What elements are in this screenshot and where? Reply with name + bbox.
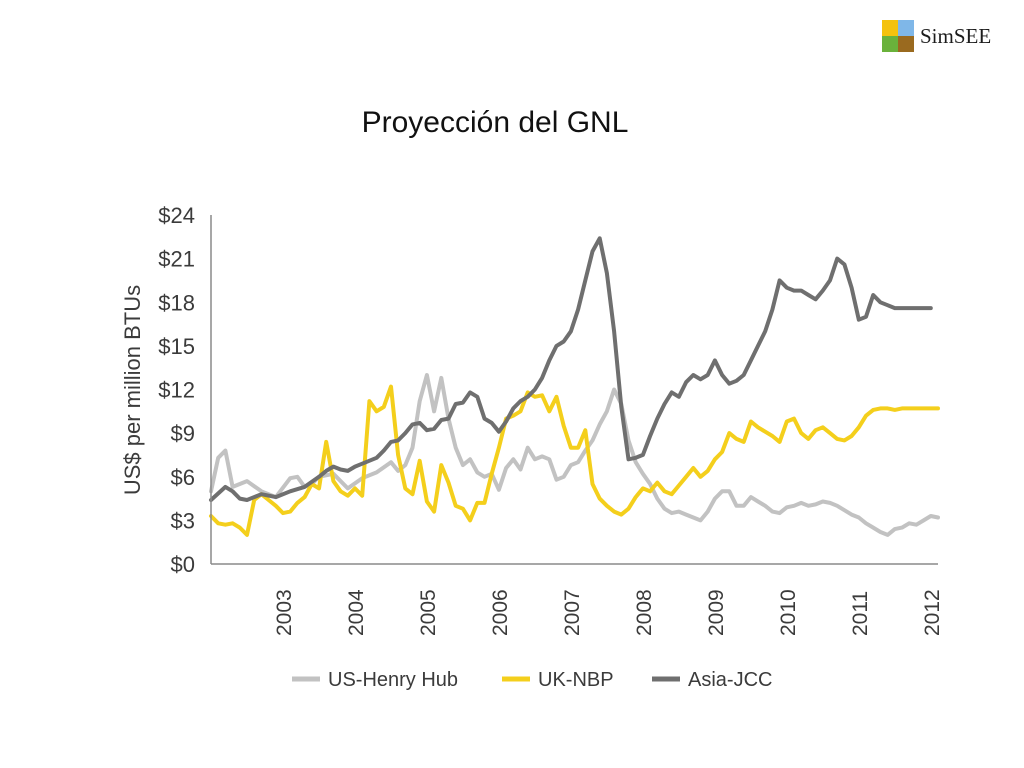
series-layer	[209, 236, 940, 537]
x-tick-label: 2011	[849, 591, 872, 636]
y-tick-label: $21	[158, 247, 195, 272]
chart-legend: US-Henry Hub UK-NBP Asia-JCC	[292, 669, 772, 691]
series-line-asia-jcc	[209, 236, 933, 502]
x-tick-label: 2005	[417, 589, 440, 636]
x-tick-label: 2004	[345, 589, 368, 636]
y-tick-label: $18	[158, 290, 195, 315]
page-title: Proyección del GNL	[361, 106, 629, 139]
x-tick-label: 2006	[489, 589, 512, 636]
x-tick-label: 2007	[561, 589, 584, 636]
x-tick-label: 2010	[777, 589, 800, 636]
logo-square-yellow	[882, 20, 898, 36]
x-tick-label: 2012	[921, 589, 944, 636]
logo-square-brown	[898, 36, 914, 52]
y-tick-label: $6	[171, 465, 195, 490]
x-tick-label: 2003	[273, 589, 296, 636]
series-line-us-henry-hub	[209, 373, 940, 537]
x-tick-labels: 2003 2004 2005 2006 2007 2008 2009 2010 2011 2012	[273, 589, 944, 636]
y-tick-label: $15	[158, 334, 195, 359]
logo-square-blue	[898, 20, 914, 36]
logo-text: SimSEE	[920, 24, 992, 48]
x-tick-label: 2009	[705, 589, 728, 636]
y-tick-label: $9	[171, 421, 195, 446]
legend-label-uk-nbp: UK-NBP	[538, 669, 614, 691]
series-line-uk-nbp	[209, 384, 940, 537]
logo-square-green	[882, 36, 898, 52]
y-tick-label: $0	[171, 552, 195, 577]
legend-label-asia-jcc: Asia-JCC	[688, 669, 772, 691]
legend-label-us-henry-hub: US-Henry Hub	[328, 669, 458, 691]
y-tick-label: $24	[158, 203, 195, 228]
y-tick-label: $12	[158, 378, 195, 403]
y-axis-label: US$ per million BTUs	[120, 285, 145, 495]
y-tick-labels: $0 $3 $6 $9 $12 $15 $18 $21 $24	[158, 203, 195, 577]
x-tick-label: 2008	[633, 589, 656, 636]
y-tick-label: $3	[171, 508, 195, 533]
